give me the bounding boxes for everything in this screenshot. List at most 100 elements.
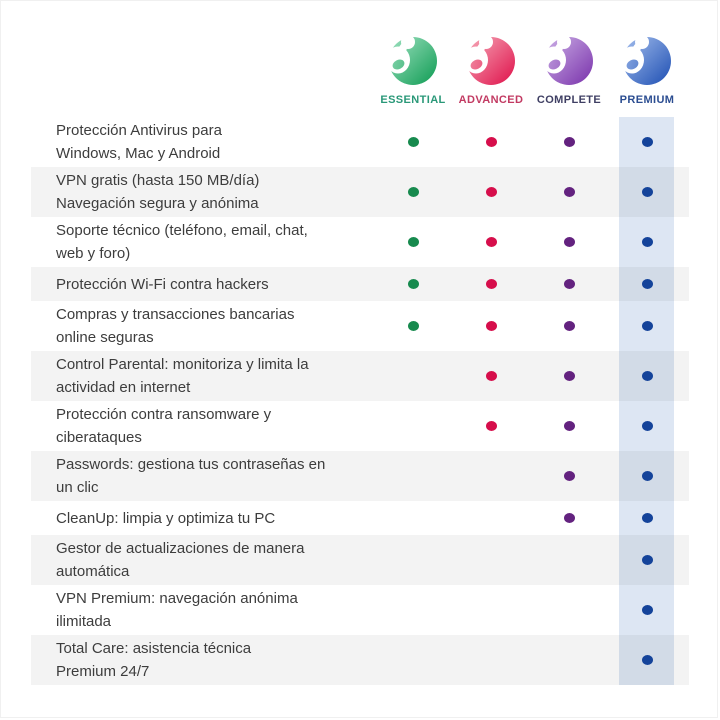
cell-premium bbox=[608, 237, 686, 247]
included-dot bbox=[641, 655, 653, 665]
cell-essential bbox=[374, 555, 452, 565]
cell-complete bbox=[530, 371, 608, 381]
comparison-table: ESSENTIAL ADVANCED bbox=[31, 1, 689, 685]
feature-label: Protección contra ransomware y ciberataq… bbox=[56, 406, 272, 446]
cell-advanced bbox=[452, 237, 530, 247]
included-dot bbox=[563, 371, 575, 381]
feature-row: VPN Premium: navegación anónima ilimitad… bbox=[31, 585, 689, 635]
cell-essential bbox=[374, 605, 452, 615]
cell-complete bbox=[530, 655, 608, 665]
included-dot bbox=[641, 371, 653, 381]
cell-essential bbox=[374, 137, 452, 147]
cell-premium bbox=[608, 137, 686, 147]
feature-label: VPN gratis (hasta 150 MB/día) Navegación… bbox=[56, 172, 260, 212]
feature-row: CleanUp: limpia y optimiza tu PC bbox=[31, 501, 689, 535]
cell-essential bbox=[374, 321, 452, 331]
included-dot bbox=[485, 237, 497, 247]
cell-advanced bbox=[452, 421, 530, 431]
feature-row: Soporte técnico (teléfono, email, chat, … bbox=[31, 217, 689, 267]
cell-advanced bbox=[452, 371, 530, 381]
included-dot bbox=[563, 237, 575, 247]
feature-row: Protección Wi-Fi contra hackers bbox=[31, 267, 689, 301]
cell-essential bbox=[374, 655, 452, 665]
cell-advanced bbox=[452, 137, 530, 147]
plan-name: PREMIUM bbox=[619, 94, 675, 106]
feature-label: CleanUp: limpia y optimiza tu PC bbox=[56, 509, 276, 527]
included-dot bbox=[485, 371, 497, 381]
included-dot bbox=[641, 187, 653, 197]
included-dot bbox=[485, 187, 497, 197]
included-dot bbox=[485, 321, 497, 331]
cell-advanced bbox=[452, 605, 530, 615]
feature-label: Control Parental: monitoriza y limita la… bbox=[56, 356, 309, 396]
cell-premium bbox=[608, 513, 686, 523]
cell-premium bbox=[608, 321, 686, 331]
cell-essential bbox=[374, 237, 452, 247]
cell-complete bbox=[530, 555, 608, 565]
included-dot bbox=[563, 321, 575, 331]
included-dot bbox=[641, 321, 653, 331]
plan-header-advanced: ADVANCED bbox=[452, 37, 530, 106]
cell-premium bbox=[608, 421, 686, 431]
included-dot bbox=[641, 605, 653, 615]
included-dot bbox=[407, 279, 419, 289]
feature-row: Control Parental: monitoriza y limita la… bbox=[31, 351, 689, 401]
cell-advanced bbox=[452, 555, 530, 565]
included-dot bbox=[407, 321, 419, 331]
panda-logo bbox=[545, 37, 593, 85]
included-dot bbox=[563, 137, 575, 147]
cell-premium bbox=[608, 605, 686, 615]
plan-headers: ESSENTIAL ADVANCED bbox=[374, 37, 686, 106]
included-dot bbox=[563, 513, 575, 523]
feature-label: Protección Antivirus para Windows, Mac y… bbox=[56, 122, 222, 162]
cell-complete bbox=[530, 513, 608, 523]
cell-complete bbox=[530, 279, 608, 289]
cell-essential bbox=[374, 421, 452, 431]
included-dot bbox=[407, 137, 419, 147]
included-dot bbox=[407, 187, 419, 197]
cell-advanced bbox=[452, 279, 530, 289]
cell-essential bbox=[374, 513, 452, 523]
table-body: Protección Antivirus para Windows, Mac y… bbox=[31, 117, 689, 685]
included-dot bbox=[407, 237, 419, 247]
included-dot bbox=[641, 137, 653, 147]
feature-label: Total Care: asistencia técnica Premium 2… bbox=[56, 640, 252, 680]
cell-premium bbox=[608, 371, 686, 381]
cell-complete bbox=[530, 237, 608, 247]
plan-name: COMPLETE bbox=[536, 94, 602, 106]
feature-row: Gestor de actualizaciones de manera auto… bbox=[31, 535, 689, 585]
feature-label: Passwords: gestiona tus contraseñas en u… bbox=[56, 456, 326, 496]
feature-row: Protección contra ransomware y ciberataq… bbox=[31, 401, 689, 451]
included-dot bbox=[563, 187, 575, 197]
cell-advanced bbox=[452, 321, 530, 331]
cell-premium bbox=[608, 655, 686, 665]
cell-complete bbox=[530, 321, 608, 331]
included-dot bbox=[485, 279, 497, 289]
plan-header-essential: ESSENTIAL bbox=[374, 37, 452, 106]
included-dot bbox=[563, 279, 575, 289]
included-dot bbox=[641, 471, 653, 481]
cell-essential bbox=[374, 471, 452, 481]
panda-logo bbox=[467, 37, 515, 85]
cell-complete bbox=[530, 421, 608, 431]
cell-premium bbox=[608, 279, 686, 289]
cell-premium bbox=[608, 471, 686, 481]
premium-highlight-band bbox=[619, 117, 674, 685]
feature-row: VPN gratis (hasta 150 MB/día) Navegación… bbox=[31, 167, 689, 217]
cell-essential bbox=[374, 279, 452, 289]
included-dot bbox=[485, 421, 497, 431]
cell-advanced bbox=[452, 513, 530, 523]
cell-advanced bbox=[452, 655, 530, 665]
cell-complete bbox=[530, 137, 608, 147]
plan-name: ADVANCED bbox=[458, 94, 524, 106]
included-dot bbox=[641, 555, 653, 565]
panda-logo bbox=[623, 37, 671, 85]
included-dot bbox=[641, 421, 653, 431]
feature-row: Protección Antivirus para Windows, Mac y… bbox=[31, 117, 689, 167]
feature-row: Passwords: gestiona tus contraseñas en u… bbox=[31, 451, 689, 501]
cell-premium bbox=[608, 555, 686, 565]
cell-essential bbox=[374, 187, 452, 197]
included-dot bbox=[563, 421, 575, 431]
included-dot bbox=[485, 137, 497, 147]
feature-label: Protección Wi-Fi contra hackers bbox=[56, 275, 269, 293]
